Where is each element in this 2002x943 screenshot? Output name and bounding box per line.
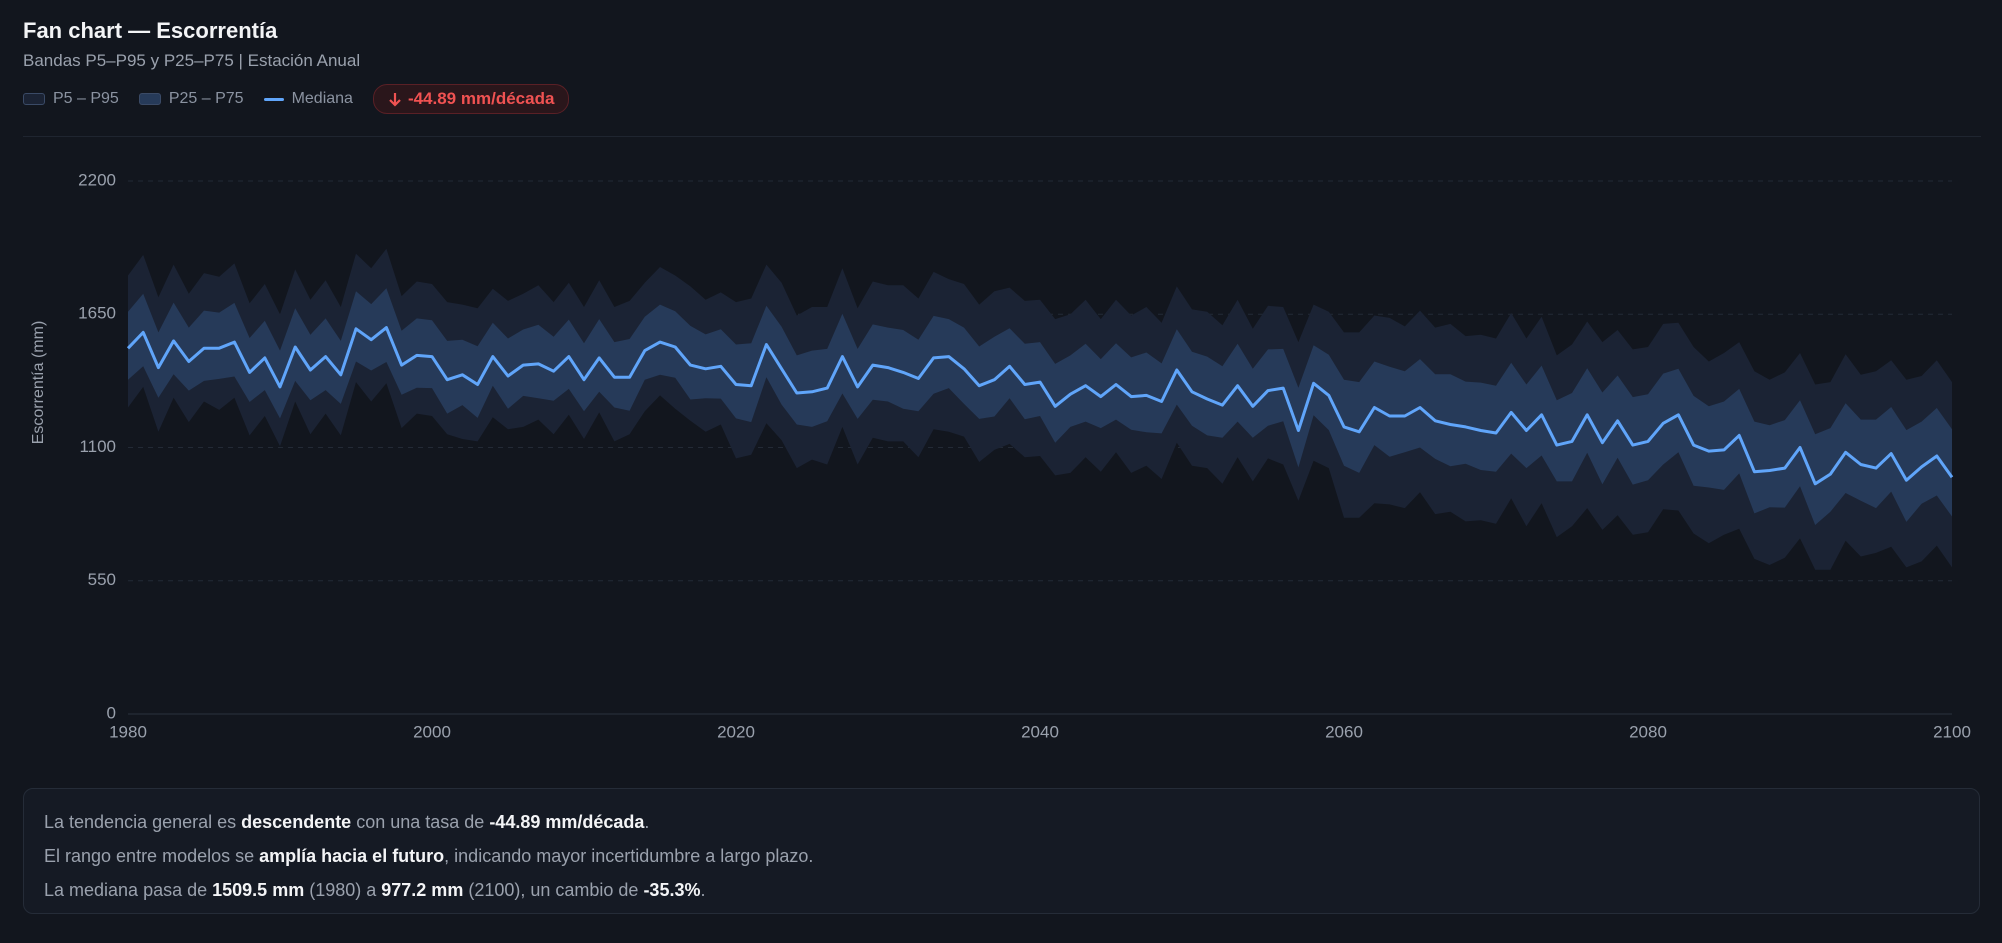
legend-label: P5 – P95 bbox=[53, 90, 119, 107]
subtitle: Bandas P5–P95 y P25–P75 | Estación Anual bbox=[23, 51, 361, 70]
summary-line: La tendencia general es descendente con … bbox=[44, 805, 1959, 839]
title: Fan chart — Escorrentía bbox=[23, 18, 278, 43]
summary-text: . bbox=[700, 880, 706, 900]
y-tick-label: 0 bbox=[107, 703, 116, 722]
x-tick-label: 2100 bbox=[1933, 722, 1971, 741]
y-tick-label: 1100 bbox=[79, 437, 116, 456]
summary-line: El rango entre modelos se amplía hacia e… bbox=[44, 839, 1959, 873]
summary-text: El rango entre modelos se bbox=[44, 846, 260, 866]
summary-emphasis: 1509.5 mm bbox=[212, 880, 305, 900]
y-tick-label: 550 bbox=[88, 570, 116, 589]
y-tick-label: 2200 bbox=[78, 170, 116, 189]
summary-emphasis: amplía hacia el futuro bbox=[259, 846, 445, 866]
median-line bbox=[126, 326, 1954, 486]
summary-text: (2100), un cambio de bbox=[463, 880, 644, 900]
summary-text: La mediana pasa de bbox=[44, 880, 213, 900]
chart: 0 550 1100 1650 2200 1980 2000 2020 2040 2060 2080… bbox=[30, 170, 1971, 741]
summary-line: La mediana pasa de 1509.5 mm (1980) a 97… bbox=[44, 873, 1959, 907]
y-axis-label: Escorrentía (mm) bbox=[30, 321, 47, 445]
y-tick-label: 1650 bbox=[78, 304, 116, 323]
summary-emphasis: -35.3% bbox=[643, 880, 701, 900]
summary-emphasis: descendente bbox=[241, 812, 352, 832]
legend-label: Mediana bbox=[291, 90, 353, 107]
x-tick-label: 2040 bbox=[1021, 722, 1059, 741]
band-area bbox=[128, 288, 1952, 525]
summary-text: , indicando mayor incertidumbre a largo … bbox=[444, 846, 814, 866]
summary-emphasis: -44.89 mm/década bbox=[489, 812, 645, 832]
legend-label: P25 – P75 bbox=[168, 90, 244, 107]
legend-item: P25 – P75 bbox=[138, 90, 244, 108]
x-tick-label: 2000 bbox=[413, 722, 451, 741]
legend-item: Mediana bbox=[263, 90, 353, 108]
badge-label: -44.89 mm/década bbox=[407, 89, 555, 108]
trend-badge: -44.89 mm/década bbox=[372, 84, 570, 114]
summary-text: (1980) a bbox=[304, 880, 382, 900]
legend-swatch bbox=[23, 93, 45, 105]
x-tick-label: 2080 bbox=[1629, 722, 1667, 741]
legend-swatch bbox=[138, 93, 161, 105]
x-tick-label: 2020 bbox=[717, 722, 755, 741]
summary-text: . bbox=[644, 812, 650, 832]
x-tick-label: 1980 bbox=[109, 722, 147, 741]
separator bbox=[23, 136, 1981, 137]
summary-text: La tendencia general es bbox=[44, 812, 242, 832]
arrow-icon bbox=[389, 93, 401, 107]
summary: La tendencia general es descendente con … bbox=[23, 788, 1980, 914]
legend-swatch bbox=[263, 97, 284, 101]
legend: P5 – P95 P25 – P75 Mediana -44.89 mm/déc… bbox=[23, 84, 570, 114]
x-tick-label: 2060 bbox=[1325, 722, 1363, 741]
legend-item: P5 – P95 bbox=[23, 90, 119, 108]
summary-text: con una tasa de bbox=[351, 812, 490, 832]
summary-emphasis: 977.2 mm bbox=[381, 880, 464, 900]
